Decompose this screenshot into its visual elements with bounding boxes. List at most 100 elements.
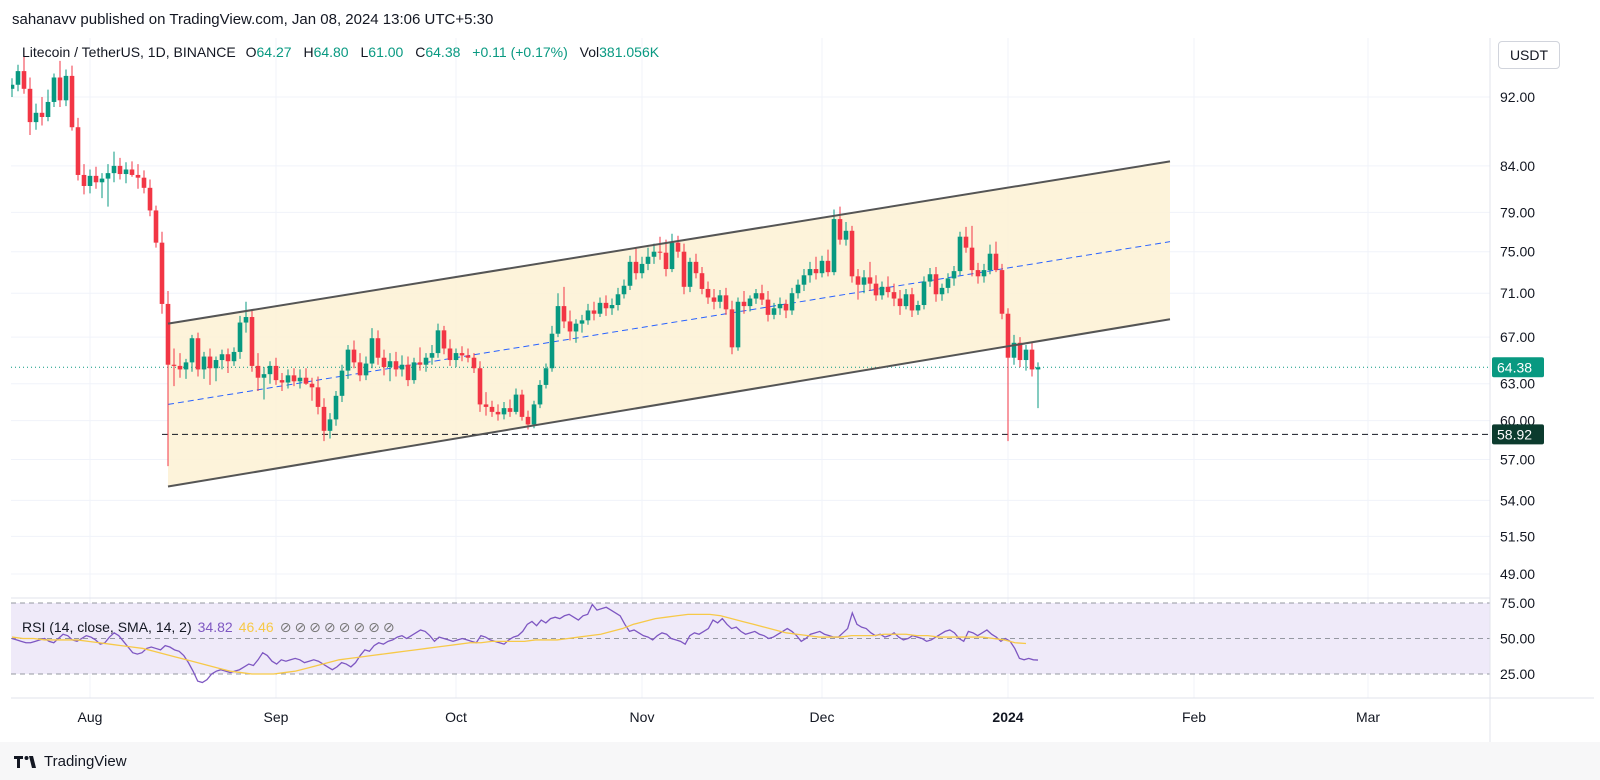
price-tick-label: 92.00 [1500,89,1535,105]
rsi-value: 34.82 [197,619,233,635]
candle-body [111,165,117,174]
candle-body [183,362,189,370]
candle-body [435,330,441,354]
price-tick-label: 57.00 [1500,451,1535,467]
candle-body [93,175,99,183]
candle-body [855,276,861,285]
candle-body [543,368,549,385]
last-price-badge-label: 64.38 [1497,359,1532,375]
candle-body [879,286,885,296]
candle-body [369,338,375,364]
brand-text: TradingView [44,753,127,770]
candle-body [393,361,399,370]
time-tick-label: Mar [1356,709,1380,725]
publisher-line: sahanavv published on TradingView.com, J… [12,11,494,28]
candle-body [645,256,651,264]
chart-frame[interactable]: 92.00 84.00 79.00 75.00 71.00 67.00 63.00 60.00… [11,38,1594,742]
candle-body [213,360,219,369]
candle-body [921,281,927,306]
candle-body [771,308,777,315]
candle-body [987,253,993,271]
candle-body [135,174,141,178]
price-tick-label: 84.00 [1500,158,1535,174]
candle-body [327,419,333,431]
symbol-label[interactable]: Litecoin / TetherUS, 1D, BINANCE [22,44,236,60]
candle-body [381,357,387,368]
candle-body [891,292,897,299]
candle-body [33,112,39,123]
candle-body [465,355,471,358]
candle-body [243,317,249,323]
candle-body [717,295,723,302]
candle-body [897,298,903,307]
tradingview-brand[interactable]: TradingView [14,753,127,770]
price-chart[interactable]: 92.0084.0079.0075.0071.0067.0063.0060.00… [11,38,1594,742]
candle-body [933,274,939,295]
candle-body [51,77,57,102]
candle-body [627,261,633,286]
candle-body [585,310,591,321]
rsi-tick-label: 75.00 [1500,595,1535,611]
candle-body [519,394,525,417]
high-value: 64.80 [313,44,349,60]
candle-body [969,247,975,271]
rsi-visibility-icons[interactable]: ⊘⊘⊘⊘⊘⊘⊘⊘ [279,619,398,635]
price-tick-label: 54.00 [1500,492,1535,508]
candle-body [489,406,495,412]
candle-body [1017,342,1023,361]
candle-body [1029,349,1035,370]
candle-body [975,270,981,277]
candle-body [783,303,789,311]
close-value: 64.38 [425,44,461,60]
candle-body [603,302,609,309]
candle-body [819,260,825,274]
candle-body [315,387,321,407]
price-tick-label: 67.00 [1500,329,1535,345]
rsi-sma-value: 46.46 [238,619,274,635]
top-bar: sahanavv published on TradingView.com, J… [0,0,1600,38]
candle-body [423,357,429,365]
candle-body [63,75,69,101]
candle-body [405,364,411,381]
candle-body [387,361,393,368]
rsi-label[interactable]: RSI (14, close, SMA, 14, 2) [22,619,192,635]
candle-body [579,320,585,324]
candle-body [477,368,483,405]
low-value: 61.00 [368,44,404,60]
candle-body [231,351,237,362]
candle-body [843,230,849,240]
volume-label: Vol [579,44,600,60]
candle-body [813,269,819,274]
candle-body [639,263,645,274]
candle-body [597,302,603,314]
candle-body [591,310,597,314]
candle-body [537,384,543,405]
candle-body [573,323,579,332]
candle-body [417,362,423,365]
currency-button[interactable]: USDT [1498,41,1560,69]
candle-body [261,374,267,378]
candle-body [711,297,717,302]
candle-body [147,187,153,211]
channel-lower-line [167,318,1171,488]
candle-body [195,338,201,370]
rsi-sma-line [11,613,1027,675]
candle-body [945,278,951,288]
candle-body [411,362,417,381]
candle-body [621,285,627,295]
candle-body [375,338,381,358]
candle-body [651,251,657,257]
candle-body [363,363,369,376]
candle-body [723,295,729,310]
candle-body [765,299,771,315]
candle-body [789,293,795,311]
chart-legend: Litecoin / TetherUS, 1D, BINANCE O64.27 … [22,44,667,60]
candle-body [873,283,879,296]
candle-body [285,375,291,383]
candle-body [249,317,255,366]
candle-body [291,375,297,382]
candle-body [747,298,753,307]
candle-body [21,71,27,89]
price-tick-label: 49.00 [1500,566,1535,582]
candle-body [309,383,315,388]
